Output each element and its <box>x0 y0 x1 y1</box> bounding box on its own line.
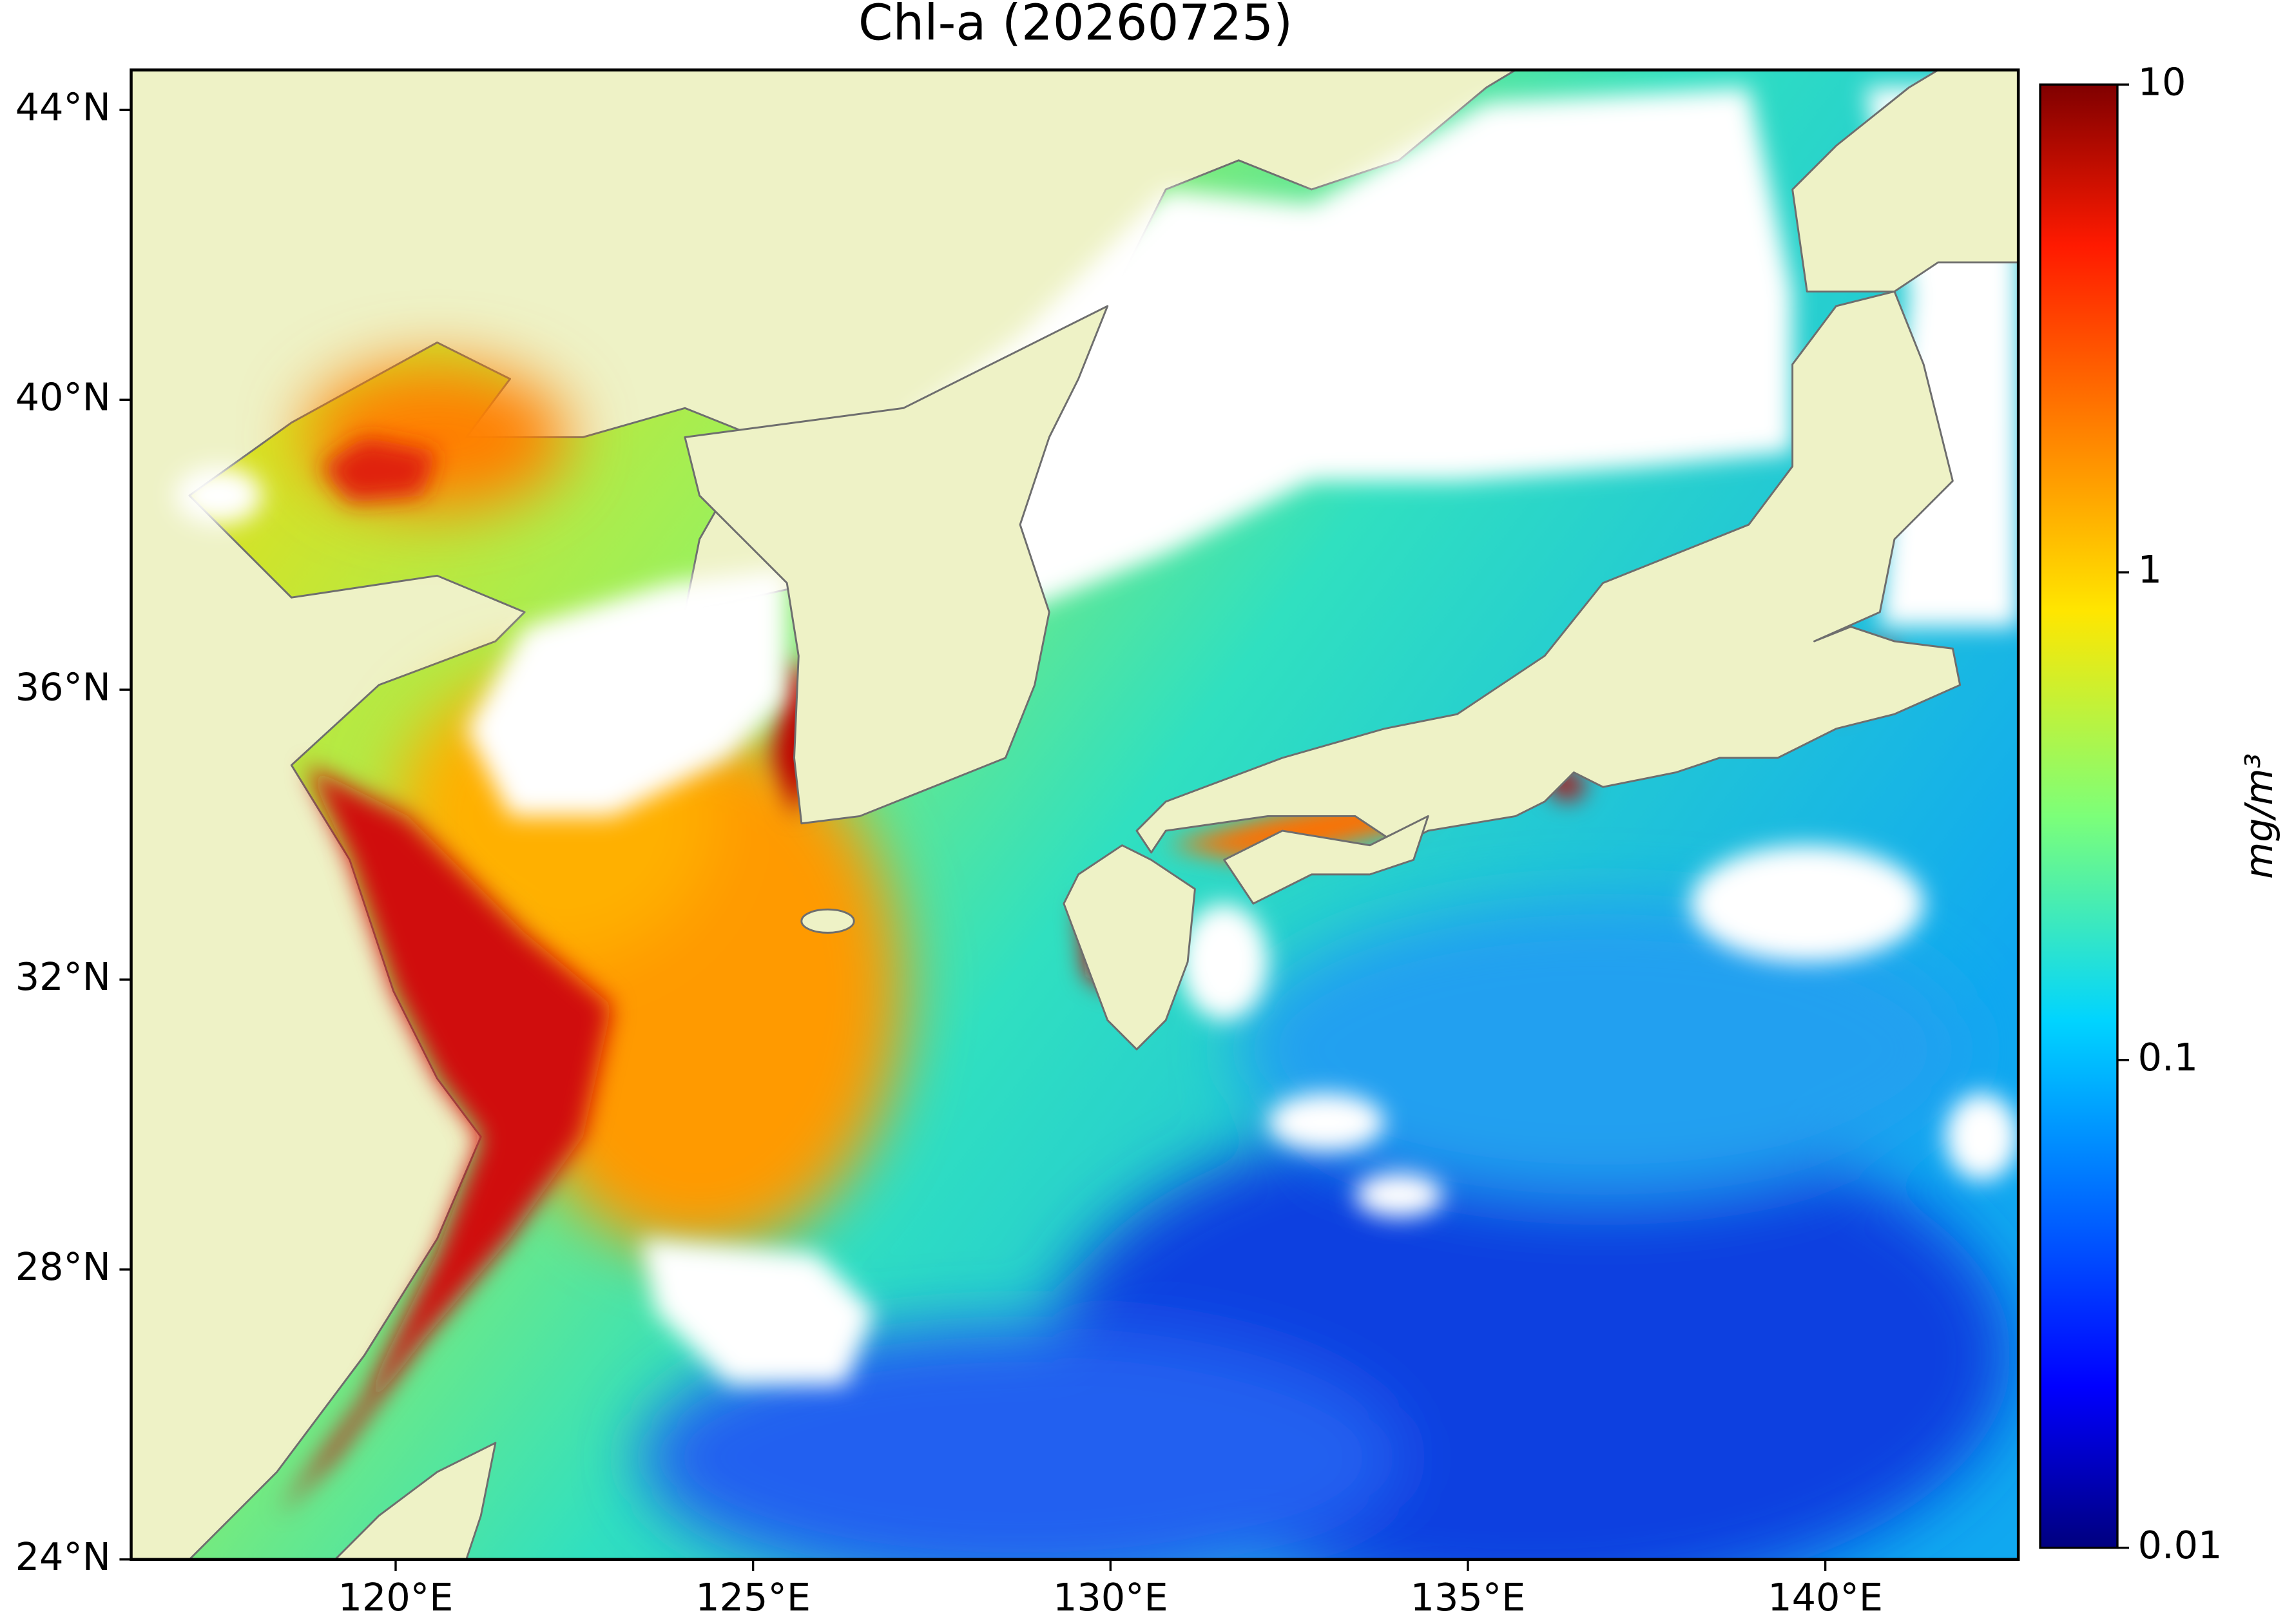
colorbar-tick-label: 1 <box>2138 547 2162 592</box>
korea <box>684 305 1109 825</box>
no-data <box>175 87 2019 1385</box>
colorbar-tick-label: 10 <box>2138 59 2186 104</box>
kyushu <box>1063 844 1196 1050</box>
y-tick-label: 32°N <box>15 954 111 999</box>
map-area <box>131 70 2019 1560</box>
hokkaido <box>1791 70 2019 293</box>
x-tick-label: 140°E <box>1768 1575 1883 1619</box>
map-title: Chl-a (20260725) <box>858 0 1293 52</box>
x-tick-label: 130°E <box>1053 1575 1168 1619</box>
shikoku <box>1223 815 1429 905</box>
y-tick-label: 28°N <box>15 1244 111 1289</box>
taiwan <box>334 1442 497 1560</box>
x-tick-label: 125°E <box>695 1575 811 1619</box>
jeju <box>800 908 855 934</box>
colorbar-tick-label: 0.1 <box>2138 1035 2198 1079</box>
colorbar-label: mg/m³ <box>2237 753 2281 879</box>
y-tick-label: 40°N <box>15 374 111 419</box>
colorbar <box>2039 83 2119 1549</box>
y-tick-label: 36°N <box>15 664 111 709</box>
x-tick-label: 135°E <box>1411 1575 1526 1619</box>
y-tick-label: 44°N <box>15 85 111 130</box>
map-frame <box>130 68 2020 1561</box>
y-tick-label: 24°N <box>15 1534 111 1579</box>
x-tick-label: 120°E <box>338 1575 454 1619</box>
colorbar-tick-label: 0.01 <box>2138 1523 2222 1567</box>
honshu <box>1135 290 1962 854</box>
